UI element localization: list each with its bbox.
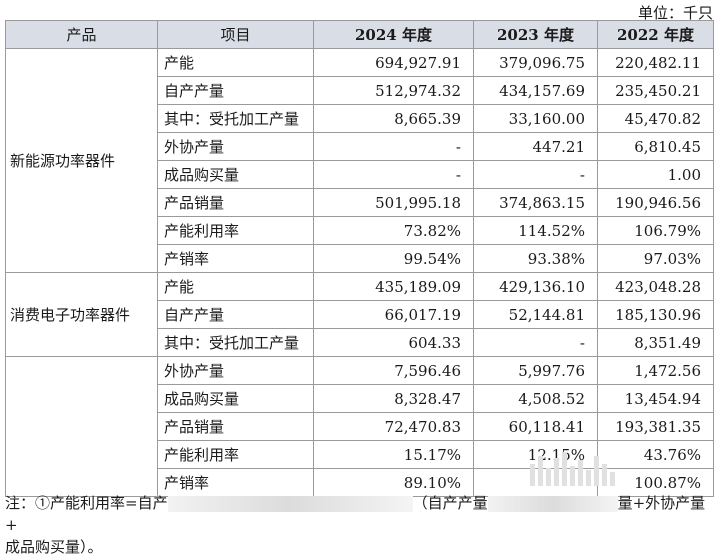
item-cell: 其中：受托加工产量 <box>157 104 314 133</box>
value-cell-2024: 8,665.39 <box>313 104 474 133</box>
table-header-row: 产品 项目 2024 年度 2023 年度 2022 年度 <box>5 20 714 49</box>
footnote: 注：①产能利用率=自产 （自产产量 量+外协产量+ 成品购买量）。 <box>5 492 717 558</box>
value-cell-2023: 93.38% <box>473 244 598 273</box>
value-cell-2022: 97.03% <box>597 244 714 273</box>
value-cell-2024: 8,328.47 <box>313 384 474 413</box>
value-cell-2024: 99.54% <box>313 244 474 273</box>
value-cell-2023 <box>473 468 598 497</box>
value-cell-2023: 447.21 <box>473 132 598 161</box>
value-cell-2023: - <box>473 328 598 357</box>
value-cell-2023: 52,144.81 <box>473 300 598 329</box>
value-cell-2022: 45,470.82 <box>597 104 714 133</box>
value-cell-2024: - <box>313 160 474 189</box>
value-cell-2022: 43.76% <box>597 440 714 469</box>
value-cell-2024: 73.82% <box>313 216 474 245</box>
header-2023: 2023 年度 <box>473 20 598 49</box>
value-cell-2023: - <box>473 160 598 189</box>
item-cell: 自产产量 <box>157 300 314 329</box>
value-cell-2024: 512,974.32 <box>313 76 474 105</box>
value-cell-2022: 235,450.21 <box>597 76 714 105</box>
product-group-cell: 新能源功率器件 <box>5 48 158 273</box>
table-row: 自产产量 512,974.32 434,157.69 235,450.21 <box>6 76 714 105</box>
table-row: 产品销量 72,470.83 60,118.41 193,381.35 <box>6 412 714 441</box>
value-cell-2022: 1,472.56 <box>597 356 714 385</box>
value-cell-2023: 429,136.10 <box>473 272 598 301</box>
watermark-logo <box>530 452 630 486</box>
table-row: 产销率 89.10% 100.87% <box>6 468 714 497</box>
value-cell-2023: 5,997.76 <box>473 356 598 385</box>
table-row: 成品购买量 - -1.00 <box>6 160 714 189</box>
value-cell-2022: 8,351.49 <box>597 328 714 357</box>
footnote-part-2: （自产产量 <box>412 494 488 512</box>
redacted-text <box>167 496 413 512</box>
footnote-part-1: 注：①产能利用率=自产 <box>5 494 168 512</box>
item-cell: 其中：受托加工产量 <box>157 328 314 357</box>
table-row: 外协产量 7,596.46 5,997.76 1,472.56 <box>5 356 714 497</box>
item-cell: 产能利用率 <box>157 216 314 245</box>
item-cell: 产品销量 <box>157 412 314 441</box>
table-row: 新能源功率器件 产能 694,927.91 379,096.75 220,482.11 <box>5 48 714 273</box>
table-row: 产品销量 501,995.18 374,863.15 190,946.56 <box>6 188 714 217</box>
item-cell: 自产产量 <box>157 76 314 105</box>
item-cell: 产销率 <box>157 468 314 497</box>
unit-label: 单位：千只 <box>637 4 713 22</box>
capacity-table: 产品 项目 2024 年度 2023 年度 2022 年度 新能源功率器件 产能 6… <box>5 20 714 497</box>
value-cell-2024: 15.17% <box>313 440 474 469</box>
product-group-cell <box>5 356 158 497</box>
value-cell-2024: 604.33 <box>313 328 474 357</box>
item-cell: 成品购买量 <box>157 384 314 413</box>
table-row: 其中：受托加工产量 8,665.39 33,160.00 45,470.82 <box>6 104 714 133</box>
value-cell-2024: 501,995.18 <box>313 188 474 217</box>
value-cell-2022: 6,810.45 <box>597 132 714 161</box>
value-cell-2023: 4,508.52 <box>473 384 598 413</box>
value-cell-2022: 185,130.96 <box>597 300 714 329</box>
value-cell-2024: 66,017.19 <box>313 300 474 329</box>
header-product: 产品 <box>5 20 158 49</box>
header-2022: 2022 年度 <box>597 20 714 49</box>
value-cell-2024: - <box>313 132 474 161</box>
value-cell-2022: 193,381.35 <box>597 412 714 441</box>
footnote-line-2: 成品购买量）。 <box>5 538 103 556</box>
value-cell-2022: 106.79% <box>597 216 714 245</box>
value-cell-2023: 60,118.41 <box>473 412 598 441</box>
product-group-cell: 消费电子功率器件 <box>5 272 158 357</box>
item-cell: 产能 <box>157 48 314 77</box>
header-2024: 2024 年度 <box>313 20 474 49</box>
value-cell-2022: 423,048.28 <box>597 272 714 301</box>
value-cell-2023: 379,096.75 <box>473 48 598 77</box>
value-cell-2022: 100.87% <box>597 468 714 497</box>
value-cell-2024: 435,189.09 <box>313 272 474 301</box>
value-cell-2022: 220,482.11 <box>597 48 714 77</box>
value-cell-2022: 190,946.56 <box>597 188 714 217</box>
item-cell: 产能 <box>157 272 314 301</box>
table-row: 自产产量 66,017.19 52,144.81 185,130.96 <box>6 300 714 329</box>
item-cell: 产品销量 <box>157 188 314 217</box>
value-cell-2023: 33,160.00 <box>473 104 598 133</box>
value-cell-2024: 7,596.46 <box>313 356 474 385</box>
value-cell-2024: 694,927.91 <box>313 48 474 77</box>
table-row: 产能利用率 73.82% 114.52% 106.79% <box>6 216 714 245</box>
value-cell-2022: 1.00 <box>597 160 714 189</box>
value-cell-2023: 374,863.15 <box>473 188 598 217</box>
value-cell-2024: 72,470.83 <box>313 412 474 441</box>
value-cell-2023: 114.52% <box>473 216 598 245</box>
table-row: 产能利用率 15.17% 12.15% 43.76% <box>6 440 714 469</box>
header-item: 项目 <box>157 20 314 49</box>
value-cell-2023: 434,157.69 <box>473 76 598 105</box>
redacted-text <box>487 496 618 512</box>
item-cell: 产销率 <box>157 244 314 273</box>
item-cell: 成品购买量 <box>157 160 314 189</box>
table-row: 其中：受托加工产量 604.33-8,351.49 <box>6 328 714 357</box>
item-cell: 外协产量 <box>157 356 314 385</box>
value-cell-2022: 13,454.94 <box>597 384 714 413</box>
table-row: 消费电子功率器件 产能 435,189.09 429,136.10 423,048.28 <box>5 272 714 357</box>
item-cell: 外协产量 <box>157 132 314 161</box>
item-cell: 产能利用率 <box>157 440 314 469</box>
